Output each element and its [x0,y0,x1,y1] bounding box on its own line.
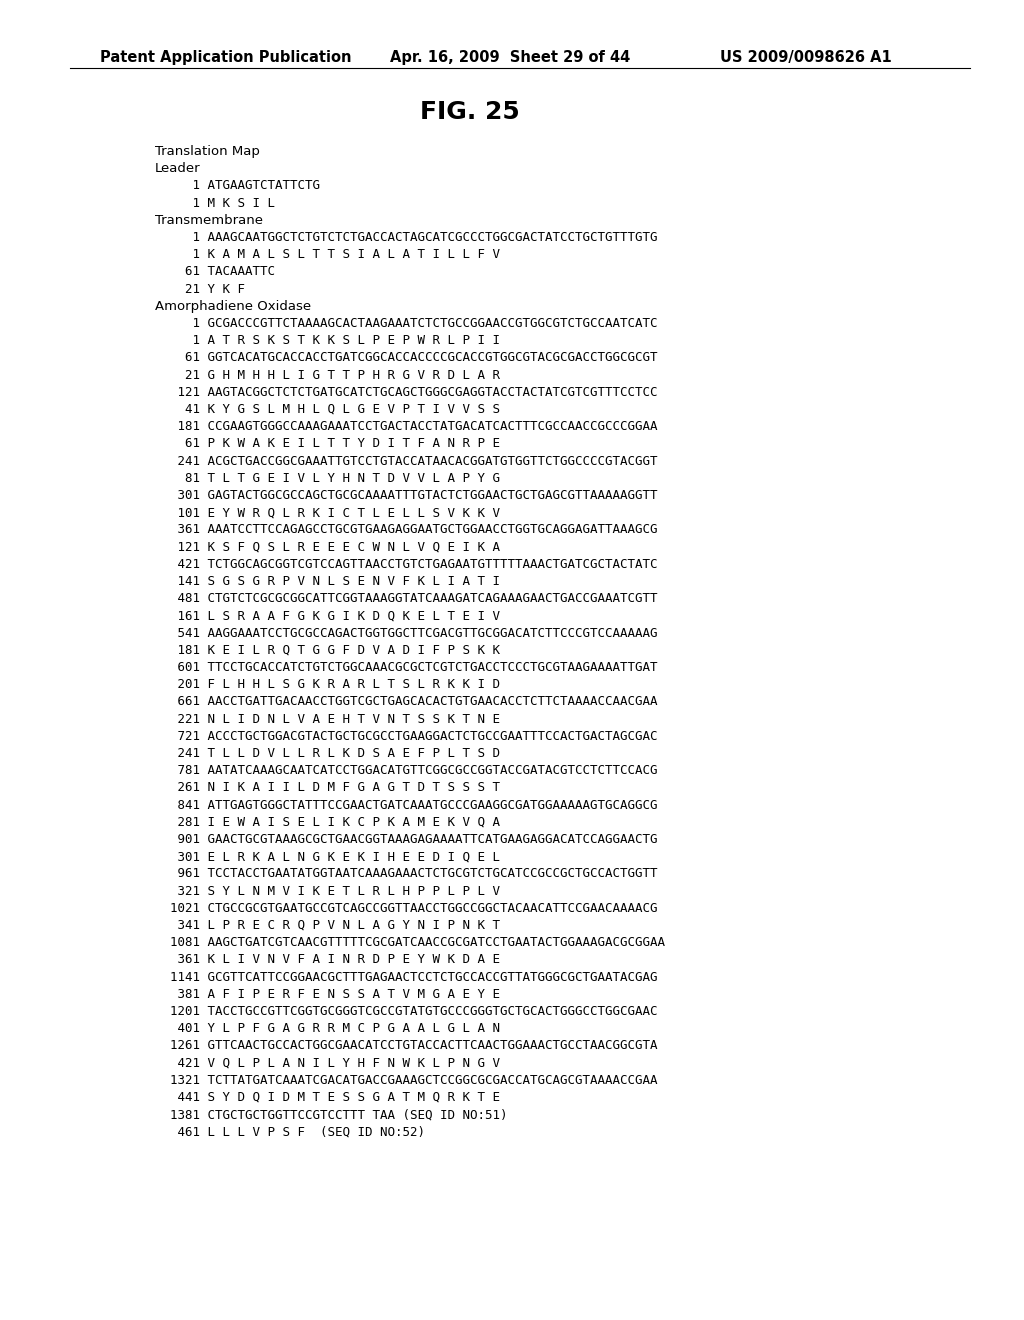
Text: 41 K Y G S L M H L Q L G E V P T I V V S S: 41 K Y G S L M H L Q L G E V P T I V V S… [155,403,500,416]
Text: 601 TTCCTGCACCATCTGTCTGGCAAACGCGCTCGTCTGACCTCCCTGCGTAAGAAAATTGAT: 601 TTCCTGCACCATCTGTCTGGCAAACGCGCTCGTCTG… [155,661,657,675]
Text: 141 S G S G R P V N L S E N V F K L I A T I: 141 S G S G R P V N L S E N V F K L I A … [155,576,500,587]
Text: 1141 GCGTTCATTCCGGAACGCTTTGAGAACTCCTCTGCCACCGTTATGGGCGCTGAATACGAG: 1141 GCGTTCATTCCGGAACGCTTTGAGAACTCCTCTGC… [155,970,657,983]
Text: 321 S Y L N M V I K E T L R L H P P L P L V: 321 S Y L N M V I K E T L R L H P P L P … [155,884,500,898]
Text: 721 ACCCTGCTGGACGTACTGCTGCGCCTGAAGGACTCTGCCGAATTTCCACTGACTAGCGAC: 721 ACCCTGCTGGACGTACTGCTGCGCCTGAAGGACTCT… [155,730,657,743]
Text: 1021 CTGCCGCGTGAATGCCGTCAGCCGGTTAACCTGGCCGGCTACAACATTCCGAACAAAACG: 1021 CTGCCGCGTGAATGCCGTCAGCCGGTTAACCTGGC… [155,902,657,915]
Text: 401 Y L P F G A G R R M C P G A A L G L A N: 401 Y L P F G A G R R M C P G A A L G L … [155,1022,500,1035]
Text: 481 CTGTCTCGCGCGGCATTCGGTAAAGGTATCAAAGATCAGAAAGAACTGACCGAAATCGTT: 481 CTGTCTCGCGCGGCATTCGGTAAAGGTATCAAAGAT… [155,593,657,605]
Text: 281 I E W A I S E L I K C P K A M E K V Q A: 281 I E W A I S E L I K C P K A M E K V … [155,816,500,829]
Text: 661 AACCTGATTGACAACCTGGTCGCTGAGCACACTGTGAACACCTCTTCTAAAACCAACGAA: 661 AACCTGATTGACAACCTGGTCGCTGAGCACACTGTG… [155,696,657,709]
Text: 441 S Y D Q I D M T E S S G A T M Q R K T E: 441 S Y D Q I D M T E S S G A T M Q R K … [155,1092,500,1104]
Text: Translation Map: Translation Map [155,145,260,158]
Text: 181 K E I L R Q T G G F D V A D I F P S K K: 181 K E I L R Q T G G F D V A D I F P S … [155,644,500,657]
Text: US 2009/0098626 A1: US 2009/0098626 A1 [720,50,892,65]
Text: 541 AAGGAAATCCTGCGCCAGACTGGTGGCTTCGACGTTGCGGACATCTTCCCGTCCAAAAAG: 541 AAGGAAATCCTGCGCCAGACTGGTGGCTTCGACGTT… [155,627,657,640]
Text: 421 V Q L P L A N I L Y H F N W K L P N G V: 421 V Q L P L A N I L Y H F N W K L P N … [155,1056,500,1069]
Text: 201 F L H H L S G K R A R L T S L R K K I D: 201 F L H H L S G K R A R L T S L R K K … [155,678,500,692]
Text: 341 L P R E C R Q P V N L A G Y N I P N K T: 341 L P R E C R Q P V N L A G Y N I P N … [155,919,500,932]
Text: 421 TCTGGCAGCGGTCGTCCAGTTAACCTGTCTGAGAATGTTTTTAAACTGATCGCTACTATC: 421 TCTGGCAGCGGTCGTCCAGTTAACCTGTCTGAGAAT… [155,558,657,570]
Text: 101 E Y W R Q L R K I C T L E L L S V K K V: 101 E Y W R Q L R K I C T L E L L S V K … [155,506,500,519]
Text: 241 T L L D V L L R L K D S A E F P L T S D: 241 T L L D V L L R L K D S A E F P L T … [155,747,500,760]
Text: 1381 CTGCTGCTGGTTCCGTCCTTT TAA (SEQ ID NO:51): 1381 CTGCTGCTGGTTCCGTCCTTT TAA (SEQ ID N… [155,1109,508,1121]
Text: 21 G H M H H L I G T T P H R G V R D L A R: 21 G H M H H L I G T T P H R G V R D L A… [155,368,500,381]
Text: 1321 TCTTATGATCAAATCGACATGACCGAAAGCTCCGGCGCGACCATGCAGCGTAAAACCGAA: 1321 TCTTATGATCAAATCGACATGACCGAAAGCTCCGG… [155,1073,657,1086]
Text: 61 P K W A K E I L T T Y D I T F A N R P E: 61 P K W A K E I L T T Y D I T F A N R P… [155,437,500,450]
Text: 161 L S R A A F G K G I K D Q K E L T E I V: 161 L S R A A F G K G I K D Q K E L T E … [155,610,500,623]
Text: 301 E L R K A L N G K E K I H E E D I Q E L: 301 E L R K A L N G K E K I H E E D I Q … [155,850,500,863]
Text: 841 ATTGAGTGGGCTATTTCCGAACTGATCAAATGCCCGAAGGCGATGGAAAAAGTGCAGGCG: 841 ATTGAGTGGGCTATTTCCGAACTGATCAAATGCCCG… [155,799,657,812]
Text: 61 GGTCACATGCACCACCTGATCGGCACCACCCCGCACCGTGGCGTACGCGACCTGGCGCGT: 61 GGTCACATGCACCACCTGATCGGCACCACCCCGCACC… [155,351,657,364]
Text: 1 AAAGCAATGGCTCTGTCTCTGACCACTAGCATCGCCCTGGCGACTATCCTGCTGTTTGTG: 1 AAAGCAATGGCTCTGTCTCTGACCACTAGCATCGCCCT… [155,231,657,244]
Text: Apr. 16, 2009  Sheet 29 of 44: Apr. 16, 2009 Sheet 29 of 44 [390,50,630,65]
Text: 1261 GTTCAACTGCCACTGGCGAACATCCTGTACCACTTCAACTGGAAACTGCCTAACGGCGTA: 1261 GTTCAACTGCCACTGGCGAACATCCTGTACCACTT… [155,1039,657,1052]
Text: 21 Y K F: 21 Y K F [155,282,245,296]
Text: Amorphadiene Oxidase: Amorphadiene Oxidase [155,300,311,313]
Text: Patent Application Publication: Patent Application Publication [100,50,351,65]
Text: 241 ACGCTGACCGGCGAAATTGTCCTGTACCATAACACGGATGTGGTTCTGGCCCCGTACGGT: 241 ACGCTGACCGGCGAAATTGTCCTGTACCATAACACG… [155,454,657,467]
Text: 1 ATGAAGTCTATTCTG: 1 ATGAAGTCTATTCTG [155,180,319,193]
Text: 901 GAACTGCGTAAAGCGCTGAACGGTAAAGAGAAAATTCATGAAGAGGACATCCAGGAACTG: 901 GAACTGCGTAAAGCGCTGAACGGTAAAGAGAAAATT… [155,833,657,846]
Text: 781 AATATCAAAGCAATCATCCTGGACATGTTCGGCGCCGGTACCGATACGTCCTCTTCCACG: 781 AATATCAAAGCAATCATCCTGGACATGTTCGGCGCC… [155,764,657,777]
Text: 461 L L L V P S F  (SEQ ID NO:52): 461 L L L V P S F (SEQ ID NO:52) [155,1126,425,1138]
Text: FIG. 25: FIG. 25 [420,100,520,124]
Text: 381 A F I P E R F E N S S A T V M G A E Y E: 381 A F I P E R F E N S S A T V M G A E … [155,987,500,1001]
Text: 121 K S F Q S L R E E E C W N L V Q E I K A: 121 K S F Q S L R E E E C W N L V Q E I … [155,541,500,553]
Text: 961 TCCTACCTGAATATGGTAATCAAAGAAACTCTGCGTCTGCATCCGCCGCTGCCACTGGTT: 961 TCCTACCTGAATATGGTAATCAAAGAAACTCTGCGT… [155,867,657,880]
Text: 81 T L T G E I V L Y H N T D V V L A P Y G: 81 T L T G E I V L Y H N T D V V L A P Y… [155,471,500,484]
Text: 1201 TACCTGCCGTTCGGTGCGGGTCGCCGTATGTGCCCGGGTGCTGCACTGGGCCTGGCGAAC: 1201 TACCTGCCGTTCGGTGCGGGTCGCCGTATGTGCCC… [155,1005,657,1018]
Text: 61 TACAAATTC: 61 TACAAATTC [155,265,275,279]
Text: 301 GAGTACTGGCGCCAGCTGCGCAAAATTTGTACTCTGGAACTGCTGAGCGTTAAAAAGGTT: 301 GAGTACTGGCGCCAGCTGCGCAAAATTTGTACTCTG… [155,488,657,502]
Text: 1 K A M A L S L T T S I A L A T I L L F V: 1 K A M A L S L T T S I A L A T I L L F … [155,248,500,261]
Text: 1 GCGACCCGTTCTAAAAGCACTAAGAAATCTCTGCCGGAACCGTGGCGTCTGCCAATCATC: 1 GCGACCCGTTCTAAAAGCACTAAGAAATCTCTGCCGGA… [155,317,657,330]
Text: 261 N I K A I I L D M F G A G T D T S S S T: 261 N I K A I I L D M F G A G T D T S S … [155,781,500,795]
Text: 1 M K S I L: 1 M K S I L [155,197,275,210]
Text: 1081 AAGCTGATCGTCAACGTTTTTCGCGATCAACCGCGATCCTGAATACTGGAAAGACGCGGAA: 1081 AAGCTGATCGTCAACGTTTTTCGCGATCAACCGCG… [155,936,665,949]
Text: Leader: Leader [155,162,201,176]
Text: 1 A T R S K S T K K S L P E P W R L P I I: 1 A T R S K S T K K S L P E P W R L P I … [155,334,500,347]
Text: 181 CCGAAGTGGGCCAAAGAAATCCTGACTACCTATGACATCACTTTCGCCAACCGCCCGGAA: 181 CCGAAGTGGGCCAAAGAAATCCTGACTACCTATGAC… [155,420,657,433]
Text: 221 N L I D N L V A E H T V N T S S K T N E: 221 N L I D N L V A E H T V N T S S K T … [155,713,500,726]
Text: Transmembrane: Transmembrane [155,214,263,227]
Text: 361 AAATCCTTCCAGAGCCTGCGTGAAGAGGAATGCTGGAACCTGGTGCAGGAGATTAAAGCG: 361 AAATCCTTCCAGAGCCTGCGTGAAGAGGAATGCTGG… [155,524,657,536]
Text: 121 AAGTACGGCTCTCTGATGCATCTGCAGCTGGGCGAGGTACCTACTATCGTCGTTTCCTCC: 121 AAGTACGGCTCTCTGATGCATCTGCAGCTGGGCGAG… [155,385,657,399]
Text: 361 K L I V N V F A I N R D P E Y W K D A E: 361 K L I V N V F A I N R D P E Y W K D … [155,953,500,966]
